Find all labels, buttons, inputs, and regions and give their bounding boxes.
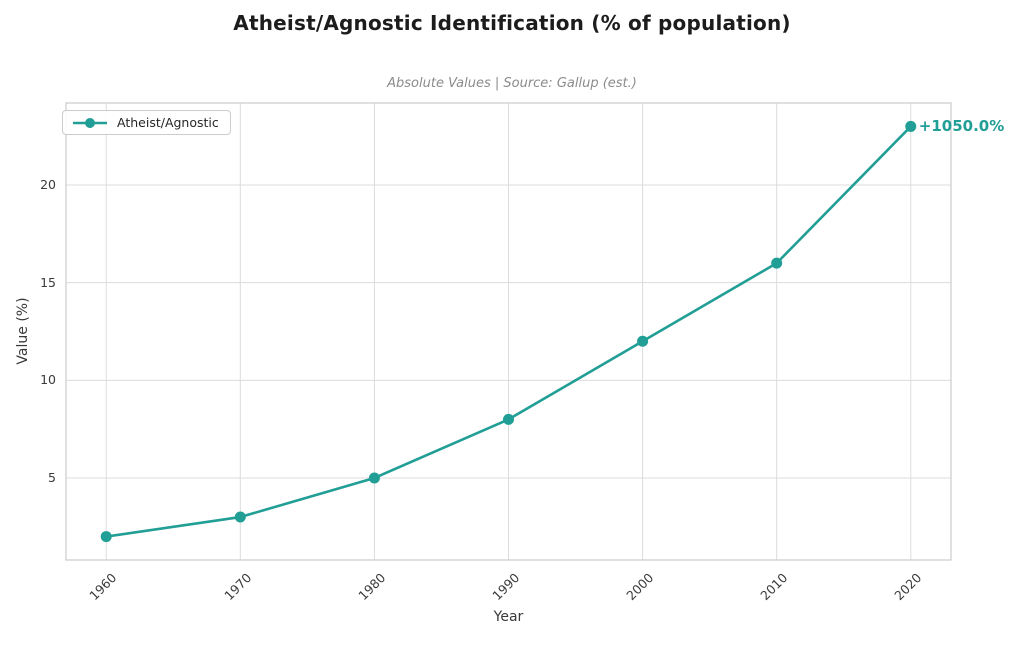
y-tick-label: 15 (40, 274, 56, 290)
chart-subtitle: Absolute Values | Source: Gallup (est.) (387, 76, 637, 91)
legend-label: Atheist/Agnostic (117, 115, 219, 130)
y-axis-label: Value (%) (15, 297, 31, 365)
y-tick-label: 10 (40, 372, 56, 388)
legend[interactable]: Atheist/Agnostic (62, 110, 231, 135)
growth-annotation: +1050.0% (918, 117, 1005, 136)
legend-line-marker-icon (73, 117, 107, 128)
y-tick-label: 20 (40, 177, 56, 193)
y-tick-label: 5 (48, 469, 56, 485)
chart-title: Atheist/Agnostic Identification (% of po… (233, 11, 791, 35)
x-axis-label: Year (493, 609, 524, 625)
